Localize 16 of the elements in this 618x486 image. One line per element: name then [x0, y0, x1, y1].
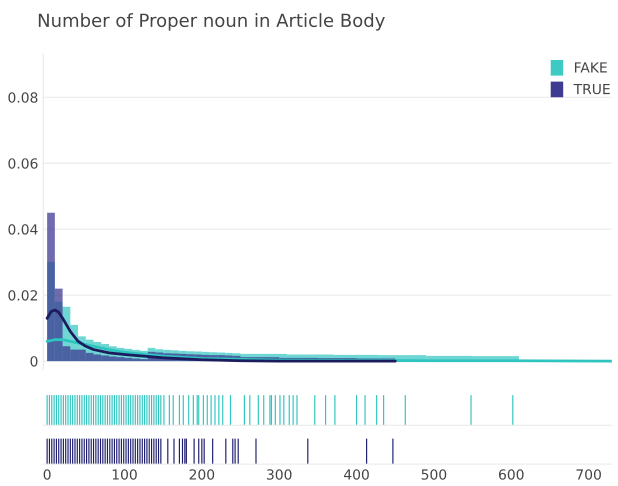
- y-tick-label: 0.04: [8, 224, 38, 235]
- chart-title: Number of Proper noun in Article Body: [38, 13, 385, 31]
- y-tick-label: 0.06: [8, 158, 38, 169]
- y-tick-label: 0.02: [8, 290, 38, 301]
- x-tick-label: 400: [344, 469, 369, 480]
- y-tick-label: 0.08: [8, 92, 38, 103]
- legend-label: FAKE: [574, 62, 607, 72]
- x-tick-label: 200: [190, 469, 214, 480]
- legend-label: TRUE: [574, 84, 610, 94]
- x-tick-label: 500: [422, 469, 446, 480]
- x-tick-label: 0: [44, 469, 51, 480]
- y-tick-label: 0: [30, 356, 38, 367]
- x-tick-label: 600: [498, 469, 524, 480]
- x-tick-label: 300: [266, 469, 292, 480]
- x-tick-label: 700: [576, 469, 601, 480]
- x-tick-label: 100: [112, 469, 137, 480]
